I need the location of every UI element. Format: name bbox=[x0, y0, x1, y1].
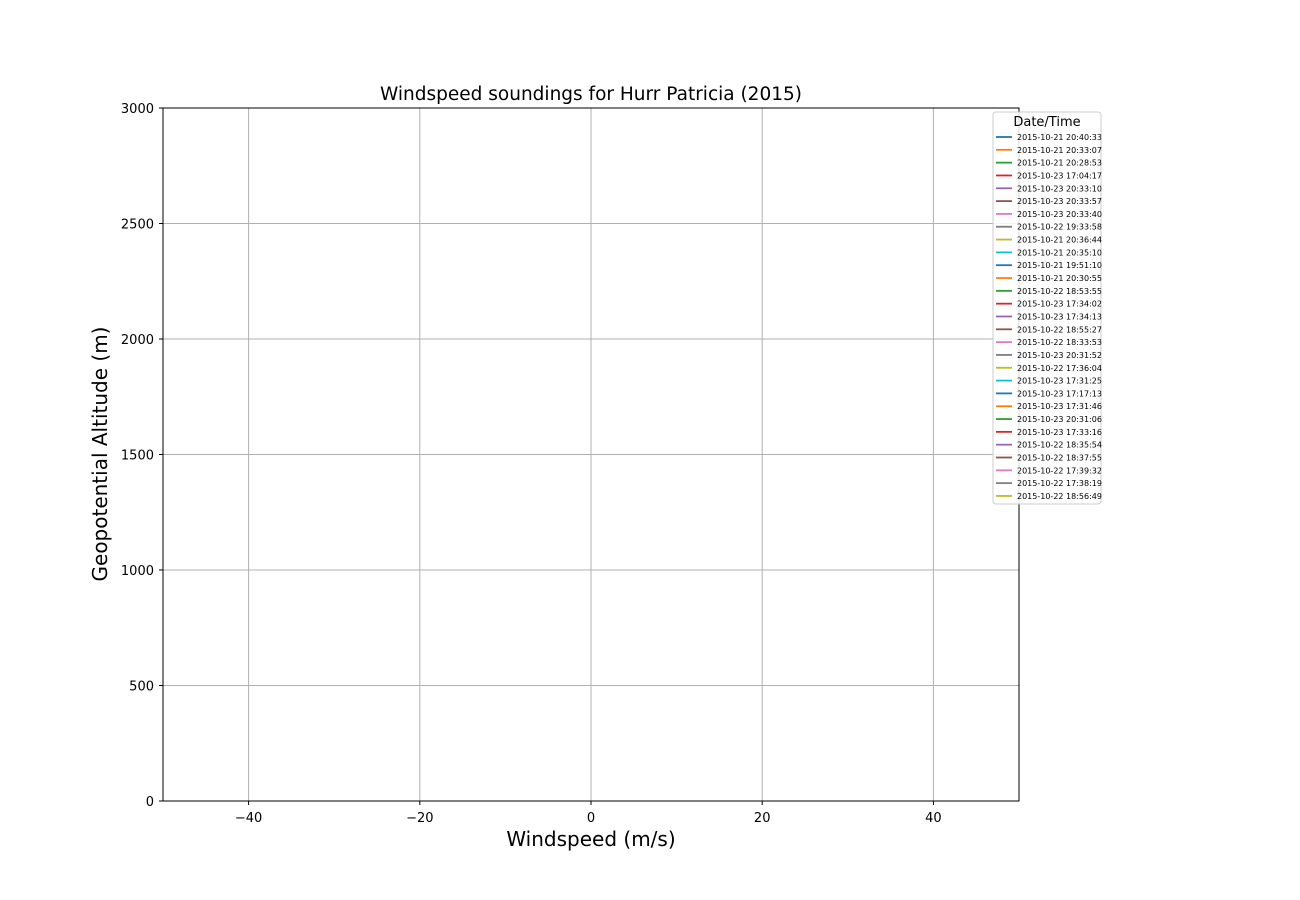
legend-title: Date/Time bbox=[1013, 115, 1080, 130]
legend: Date/Time 2015-10-21 20:40:332015-10-21 … bbox=[992, 111, 1102, 505]
legend-entry-label: 2015-10-21 20:36:44 bbox=[1017, 236, 1102, 245]
legend-entry-label: 2015-10-21 20:30:55 bbox=[1017, 274, 1102, 283]
legend-entry-label: 2015-10-22 19:33:58 bbox=[1017, 223, 1102, 232]
x-tick-label: 20 bbox=[754, 811, 771, 826]
legend-entry-label: 2015-10-23 17:34:13 bbox=[1017, 312, 1102, 321]
legend-entry-label: 2015-10-21 19:51:10 bbox=[1017, 261, 1102, 270]
x-axis: −40 −20 0 20 40 bbox=[235, 801, 942, 826]
y-axis-label: Geopotential Altitude (m) bbox=[88, 327, 112, 582]
legend-entry-label: 2015-10-23 20:31:06 bbox=[1017, 415, 1102, 424]
legend-entry-label: 2015-10-21 20:35:10 bbox=[1017, 248, 1102, 257]
x-tick-label: −20 bbox=[406, 811, 433, 826]
legend-entry-label: 2015-10-23 20:33:10 bbox=[1017, 184, 1102, 193]
legend-entry-label: 2015-10-22 18:35:54 bbox=[1017, 441, 1102, 450]
legend-entry-label: 2015-10-23 17:34:02 bbox=[1017, 300, 1102, 309]
legend-entry-label: 2015-10-23 20:33:57 bbox=[1017, 197, 1102, 206]
legend-entry-label: 2015-10-22 18:37:55 bbox=[1017, 454, 1102, 463]
legend-entry-label: 2015-10-22 17:36:04 bbox=[1017, 364, 1102, 373]
x-tick-label: 0 bbox=[587, 811, 595, 826]
y-axis: 0 500 1000 1500 2000 2500 3000 bbox=[121, 102, 163, 810]
y-tick-label: 1000 bbox=[121, 564, 154, 579]
x-tick-label: 40 bbox=[925, 811, 942, 826]
legend-entry-label: 2015-10-22 17:38:19 bbox=[1017, 479, 1102, 488]
y-tick-label: 2500 bbox=[121, 218, 154, 233]
legend-entry-label: 2015-10-22 17:39:32 bbox=[1017, 466, 1102, 475]
legend-entry-label: 2015-10-21 20:28:53 bbox=[1017, 159, 1102, 168]
legend-entry-label: 2015-10-21 20:33:07 bbox=[1017, 146, 1102, 155]
legend-entry-label: 2015-10-22 18:33:53 bbox=[1017, 338, 1102, 347]
y-tick-label: 1500 bbox=[121, 449, 154, 464]
legend-entry-label: 2015-10-23 20:31:52 bbox=[1017, 351, 1102, 360]
legend-entry-label: 2015-10-23 17:31:46 bbox=[1017, 402, 1102, 411]
legend-box bbox=[992, 111, 1102, 505]
legend-entry-label: 2015-10-23 17:31:25 bbox=[1017, 377, 1102, 386]
legend-entry-label: 2015-10-22 18:53:55 bbox=[1017, 287, 1102, 296]
legend-entry-label: 2015-10-21 20:40:33 bbox=[1017, 133, 1102, 142]
legend-entry-label: 2015-10-22 18:56:49 bbox=[1017, 492, 1102, 501]
legend-entry-label: 2015-10-23 17:33:16 bbox=[1017, 428, 1102, 437]
legend-entry-label: 2015-10-22 18:55:27 bbox=[1017, 325, 1102, 334]
y-tick-label: 3000 bbox=[121, 102, 154, 117]
x-tick-label: −40 bbox=[235, 811, 262, 826]
chart-title: Windspeed soundings for Hurr Patricia (2… bbox=[380, 84, 802, 105]
legend-entry-label: 2015-10-23 17:04:17 bbox=[1017, 171, 1102, 180]
legend-entries: 2015-10-21 20:40:33 2015-10-21 20:33:07 20… bbox=[996, 133, 1102, 501]
y-tick-label: 500 bbox=[129, 680, 154, 695]
y-tick-label: 2000 bbox=[121, 333, 154, 348]
x-axis-label: Windspeed (m/s) bbox=[506, 827, 675, 851]
y-tick-label: 0 bbox=[146, 795, 154, 810]
legend-entry-label: 2015-10-23 17:17:13 bbox=[1017, 389, 1102, 398]
legend-entry-label: 2015-10-23 20:33:40 bbox=[1017, 210, 1102, 219]
